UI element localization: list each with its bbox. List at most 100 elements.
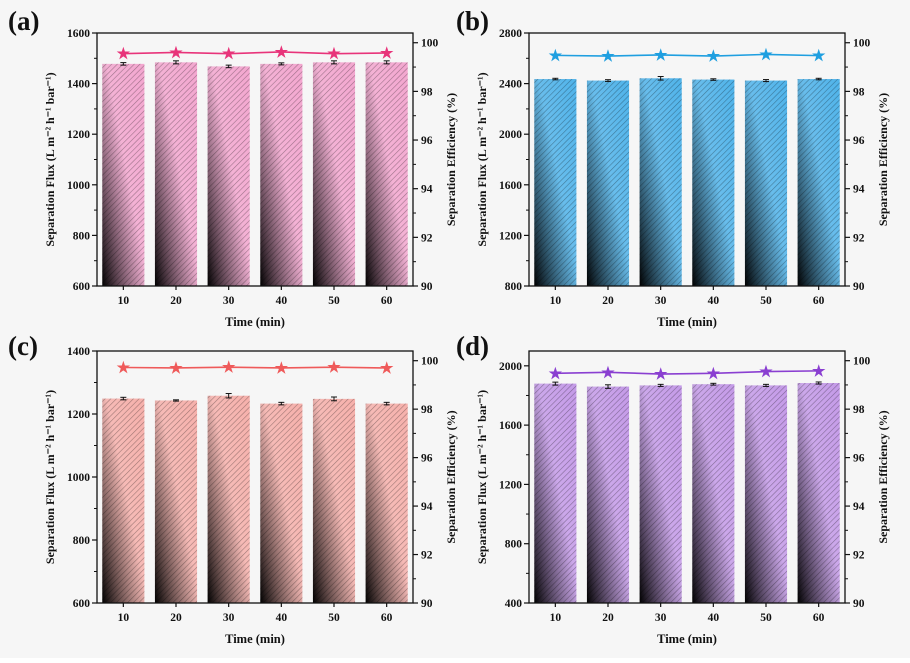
- y-axis-label: Separation Flux (L m⁻² h⁻¹ bar⁻¹): [475, 72, 489, 246]
- bar-hatch: [207, 395, 250, 603]
- efficiency-star-marker: ★: [327, 360, 341, 376]
- y-axis-label: Separation Flux (L m⁻² h⁻¹ bar⁻¹): [43, 390, 57, 564]
- error-bar: [710, 382, 717, 386]
- y-tick-label: 2000: [499, 361, 522, 373]
- chart-panel-1: ★ ★ ★ ★ ★ ★ 800 1200 1600 2000 2400 2800 90 92 94 96 98 1…: [456, 6, 890, 329]
- chart-panel-0: ★ ★ ★ ★ ★ ★ 600 800 1000 1200 1400 1600 90 92 94 96 98 10…: [8, 6, 458, 329]
- y-tick-label: 2000: [499, 129, 522, 141]
- x-tick-label: 60: [381, 295, 393, 307]
- efficiency-star-marker: ★: [275, 361, 289, 377]
- error-bar: [225, 393, 232, 399]
- y2-tick-label: 96: [421, 135, 433, 147]
- y2-tick-label: 100: [421, 38, 439, 50]
- error-bar: [225, 64, 232, 69]
- y2-tick-label: 100: [853, 356, 871, 368]
- error-bar: [815, 381, 822, 385]
- error-bar: [710, 78, 717, 81]
- y-tick-label: 1200: [499, 230, 522, 242]
- efficiency-star-marker: ★: [759, 365, 773, 381]
- bar-hatch: [744, 80, 788, 287]
- efficiency-line: [123, 51, 387, 55]
- efficiency-star-marker: ★: [654, 48, 668, 64]
- y-tick-label: 400: [505, 598, 523, 610]
- bar-hatch: [639, 78, 682, 286]
- bar-hatch: [586, 386, 630, 603]
- x-tick-label: 20: [602, 295, 614, 307]
- x-tick-label: 30: [223, 612, 235, 624]
- y-tick-label: 1600: [67, 28, 90, 40]
- x-tick-label: 60: [381, 612, 393, 624]
- bar-hatch: [154, 400, 198, 603]
- x-tick-label: 40: [276, 612, 288, 624]
- panel-label: (b): [456, 6, 489, 36]
- y2-tick-label: 94: [421, 184, 433, 196]
- y2-tick-label: 94: [421, 501, 433, 513]
- y2-tick-label: 90: [421, 281, 433, 293]
- error-bar: [763, 79, 769, 83]
- efficiency-star-marker: ★: [759, 47, 773, 63]
- y-tick-label: 800: [73, 535, 91, 547]
- x-tick-label: 10: [550, 295, 562, 307]
- plot-frame: [528, 350, 846, 604]
- efficiency-star-marker: ★: [380, 46, 394, 62]
- x-axis-label: Time (min): [657, 315, 717, 329]
- error-bar: [605, 79, 611, 82]
- efficiency-star-marker: ★: [169, 361, 183, 377]
- y2-axis-label: Separation Efficiency (%): [444, 410, 458, 543]
- bar-hatch: [692, 79, 735, 286]
- x-axis-label: Time (min): [657, 632, 717, 646]
- y-tick-label: 2400: [499, 79, 522, 91]
- x-tick-label: 20: [170, 612, 182, 624]
- y2-tick-label: 94: [853, 184, 865, 196]
- efficiency-star-marker: ★: [169, 45, 183, 61]
- y2-tick-label: 92: [853, 550, 865, 562]
- x-tick-label: 10: [550, 612, 562, 624]
- y-tick-label: 800: [505, 281, 523, 293]
- error-bar: [657, 76, 664, 81]
- bar-hatch: [534, 383, 577, 603]
- x-tick-label: 30: [655, 612, 667, 624]
- bar-hatch: [260, 63, 303, 287]
- y2-tick-label: 92: [853, 232, 865, 244]
- y-axis-label: Separation Flux (L m⁻² h⁻¹ bar⁻¹): [43, 72, 57, 246]
- x-axis-label: Time (min): [225, 315, 285, 329]
- bar-hatch: [639, 385, 682, 603]
- y2-tick-label: 100: [421, 356, 439, 368]
- efficiency-star-marker: ★: [117, 360, 131, 376]
- x-tick-label: 60: [813, 295, 825, 307]
- x-tick-label: 50: [328, 612, 340, 624]
- x-tick-label: 40: [276, 295, 288, 307]
- error-bar: [657, 383, 664, 387]
- y-axis-label: Separation Flux (L m⁻² h⁻¹ bar⁻¹): [475, 390, 489, 564]
- y2-tick-label: 96: [853, 135, 865, 147]
- bar-hatch: [586, 80, 630, 287]
- y2-axis-label: Separation Efficiency (%): [444, 93, 458, 226]
- error-bar: [278, 62, 285, 66]
- efficiency-star-marker: ★: [812, 364, 826, 380]
- y-tick-label: 800: [73, 230, 91, 242]
- x-tick-label: 10: [118, 612, 130, 624]
- y2-axis-label: Separation Efficiency (%): [876, 410, 890, 543]
- error-bar: [331, 60, 337, 65]
- y2-tick-label: 100: [853, 38, 871, 50]
- bar-hatch: [365, 403, 408, 603]
- y2-tick-label: 98: [421, 404, 433, 416]
- x-tick-label: 30: [655, 295, 667, 307]
- error-bar: [383, 60, 390, 65]
- efficiency-star-marker: ★: [707, 366, 721, 382]
- y2-tick-label: 98: [853, 404, 865, 416]
- efficiency-star-marker: ★: [327, 47, 341, 63]
- y-tick-label: 1400: [67, 346, 90, 358]
- bar-hatch: [207, 66, 250, 287]
- efficiency-star-marker: ★: [380, 361, 394, 377]
- efficiency-star-marker: ★: [549, 366, 563, 382]
- x-tick-label: 60: [813, 612, 825, 624]
- x-tick-label: 30: [223, 295, 235, 307]
- error-bar: [383, 401, 390, 406]
- x-tick-label: 40: [708, 295, 720, 307]
- x-tick-label: 20: [170, 295, 182, 307]
- x-tick-label: 10: [118, 295, 130, 307]
- bar-hatch: [154, 62, 198, 287]
